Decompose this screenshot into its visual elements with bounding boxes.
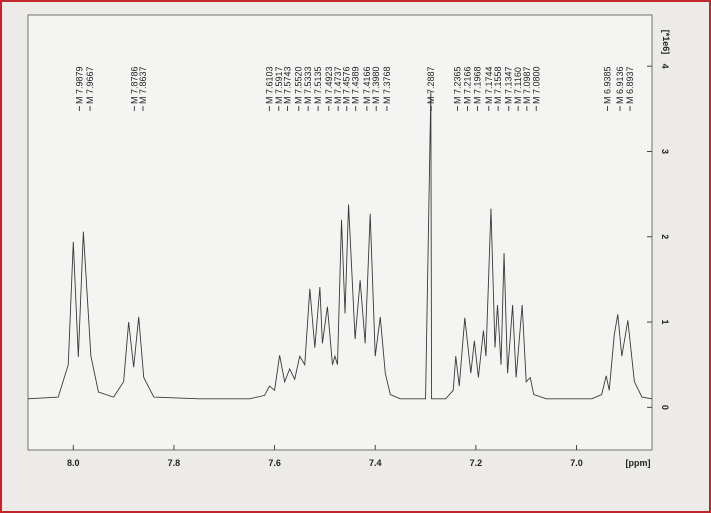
y-tick-label: 3 bbox=[660, 149, 670, 154]
peak-label: M 7.8786 bbox=[129, 66, 139, 104]
spectrum-line bbox=[27, 91, 653, 400]
y-tick-label: 1 bbox=[660, 320, 670, 325]
peak-label: M 7.5333 bbox=[303, 66, 313, 104]
peak-label: M 7.9667 bbox=[85, 66, 95, 104]
peak-label: M 6.8937 bbox=[625, 66, 635, 104]
peak-label: M 7.9879 bbox=[74, 66, 84, 104]
peak-label: M 7.4576 bbox=[342, 66, 352, 104]
x-tick-label: 7.6 bbox=[268, 458, 281, 468]
x-tick-label: 7.0 bbox=[570, 458, 583, 468]
x-tick-label: 8.0 bbox=[67, 458, 80, 468]
y-tick-label: 2 bbox=[660, 234, 670, 239]
peak-label: M 7.5917 bbox=[274, 66, 284, 104]
peak-label: M 7.5520 bbox=[294, 66, 304, 104]
peak-label: M 7.2365 bbox=[453, 66, 463, 104]
peak-label: M 7.4166 bbox=[362, 66, 372, 104]
y-axis-label: [*1e6] bbox=[661, 30, 671, 55]
peak-label: M 6.9385 bbox=[602, 66, 612, 104]
peak-label: M 7.4389 bbox=[351, 66, 361, 104]
peak-label: M 7.2166 bbox=[463, 66, 473, 104]
peak-label: M 6.9136 bbox=[615, 66, 625, 104]
peak-label: M 7.5135 bbox=[313, 66, 323, 104]
peak-label: M 7.1968 bbox=[472, 66, 482, 104]
y-tick-label: 0 bbox=[660, 405, 670, 410]
y-tick-label: 4 bbox=[660, 64, 670, 69]
peak-label: M 7.3980 bbox=[371, 66, 381, 104]
peak-label: M 7.4923 bbox=[324, 66, 334, 104]
x-tick-label: 7.8 bbox=[168, 458, 181, 468]
peak-label: M 7.1347 bbox=[504, 66, 514, 104]
peak-label: M 7.0987 bbox=[522, 66, 532, 104]
peak-label: M 7.5743 bbox=[283, 66, 293, 104]
peak-label: M 7.6103 bbox=[264, 66, 274, 104]
peak-label: M 7.1744 bbox=[484, 66, 494, 104]
peak-label: M 7.1558 bbox=[493, 66, 503, 104]
plot-frame bbox=[27, 14, 653, 451]
peak-label: M 7.4737 bbox=[333, 66, 343, 104]
peak-label: M 7.3768 bbox=[382, 66, 392, 104]
peak-label: M 7.8637 bbox=[138, 66, 148, 104]
peak-label: M 7.1160 bbox=[513, 67, 523, 104]
peak-label: M 7.0800 bbox=[531, 66, 541, 104]
x-tick-label: 7.4 bbox=[369, 458, 382, 468]
x-axis-label: [ppm] bbox=[626, 458, 651, 468]
peak-label: M 7.2887 bbox=[426, 66, 436, 104]
x-tick-label: 7.2 bbox=[470, 458, 483, 468]
